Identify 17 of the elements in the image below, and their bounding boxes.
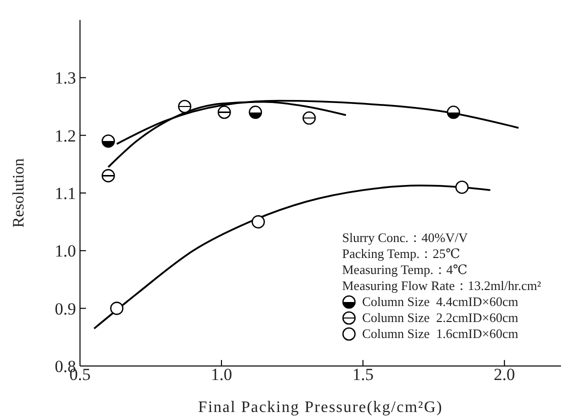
y-tick-label: 1.1 (54, 184, 76, 204)
y-axis-title: Resolution (10, 158, 28, 228)
annotation: Measuring Flow Rate：13.2ml/hr.cm² (342, 278, 541, 294)
legend-label: Column Size 4.4cmID×60cm (362, 294, 518, 310)
annotation: Slurry Conc.：40%V/V (342, 230, 469, 246)
y-tick-label: 0.9 (54, 299, 76, 318)
x-tick-label: 2.0 (494, 365, 516, 384)
annotation: Packing Temp.：25℃ (342, 246, 462, 262)
legend-label: Column Size 2.2cmID×60cm (362, 310, 518, 326)
annotation: Measuring Temp.：4℃ (342, 262, 468, 278)
legend-label: Column Size 1.6cmID×60cm (362, 326, 518, 342)
x-axis-title: Final Packing Pressure(kg/cm²G) (198, 399, 443, 416)
x-tick-label: 1.0 (210, 365, 232, 384)
y-tick-label: 1.2 (54, 126, 76, 146)
y-tick-label: 1.0 (54, 242, 76, 261)
y-tick-label: 1.3 (54, 68, 76, 88)
x-tick-label: 1.5 (352, 365, 374, 384)
